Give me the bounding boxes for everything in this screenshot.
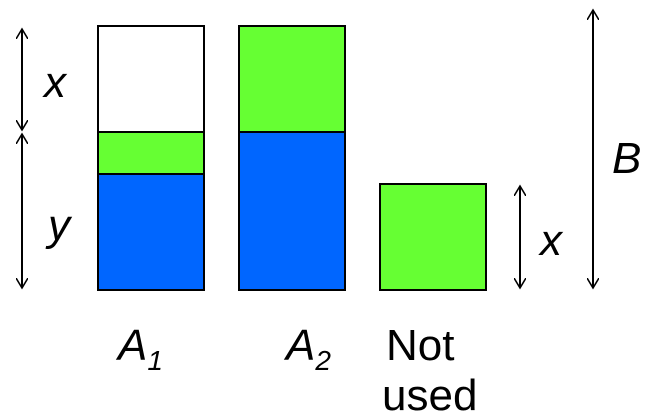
bin-a2-green-segment — [238, 25, 346, 133]
bin-a2-blue-segment — [238, 131, 346, 291]
bin-a1-empty-segment — [97, 25, 205, 133]
bin-a1 — [97, 25, 205, 291]
a1-letter: A — [115, 321, 147, 370]
a1-subscript: 1 — [147, 345, 163, 376]
x-right-label: x — [538, 216, 564, 265]
bin-a1-blue-segment — [97, 173, 205, 291]
y-left-label: y — [45, 201, 73, 250]
not-used-label-line1: Not — [386, 321, 454, 370]
bin-a1-green-segment — [97, 131, 205, 175]
a1-label: A1 — [115, 321, 163, 376]
a2-label: A2 — [283, 321, 331, 376]
a2-letter: A — [283, 321, 315, 370]
not-used-label-line2: used — [382, 371, 477, 419]
a2-subscript: 2 — [314, 345, 331, 376]
not-used-item — [379, 183, 487, 291]
b-label: B — [612, 134, 641, 183]
x-top-label: x — [42, 58, 68, 107]
bin-a2 — [238, 25, 346, 291]
